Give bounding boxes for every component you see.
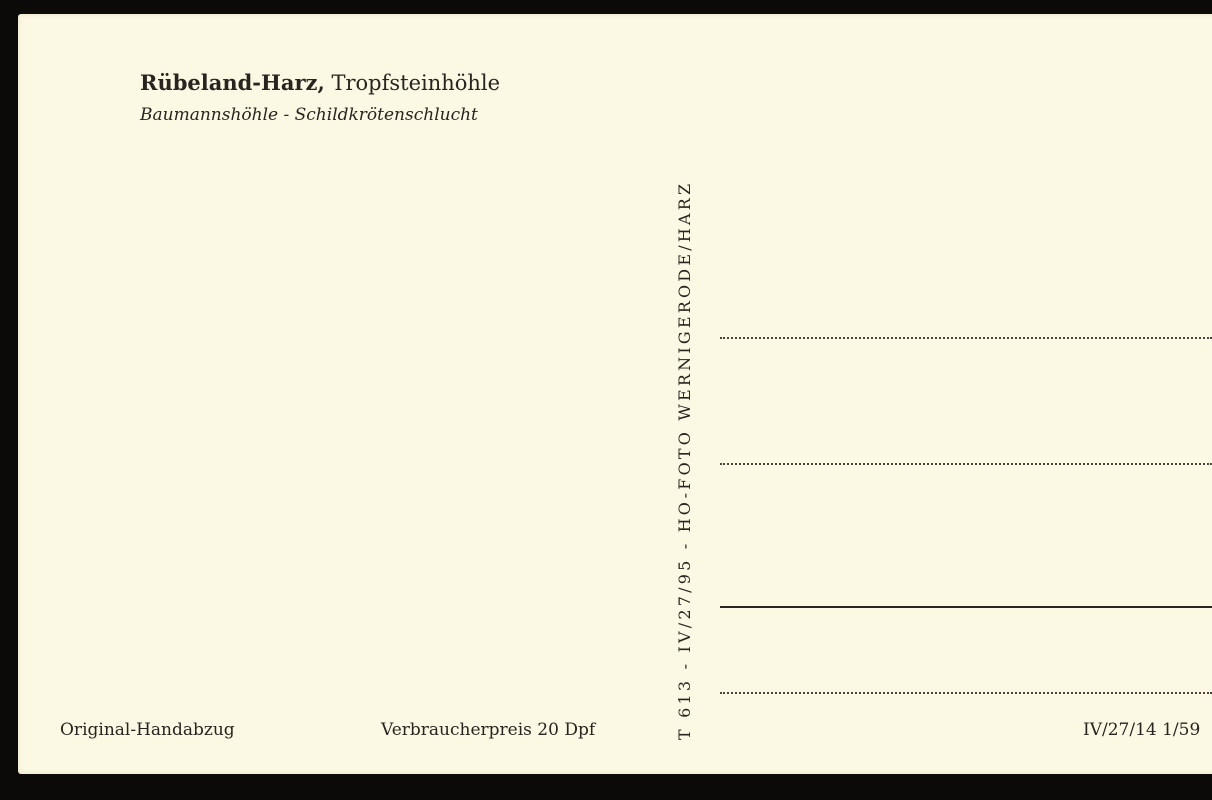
footer-price: Verbraucherpreis 20 Dpf xyxy=(381,720,596,740)
postcard-back xyxy=(18,14,1212,774)
publisher-imprint: T 613 - IV/27/95 - HO-FOTO WERNIGERODE/H… xyxy=(675,180,694,740)
footer-code: IV/27/14 1/59 xyxy=(1083,720,1201,740)
footer-original: Original-Handabzug xyxy=(60,720,235,740)
postcard-subtitle: Baumannshöhle - Schildkrötenschlucht xyxy=(140,105,478,125)
title-location: Rübeland-Harz, xyxy=(140,70,325,95)
address-line-1 xyxy=(720,337,1212,339)
address-line-2 xyxy=(720,463,1212,465)
address-line-3 xyxy=(720,606,1212,608)
postcard-title: Rübeland-Harz, Tropfsteinhöhle xyxy=(140,70,500,95)
title-cave: Tropfsteinhöhle xyxy=(331,71,501,95)
address-line-4 xyxy=(720,692,1212,694)
